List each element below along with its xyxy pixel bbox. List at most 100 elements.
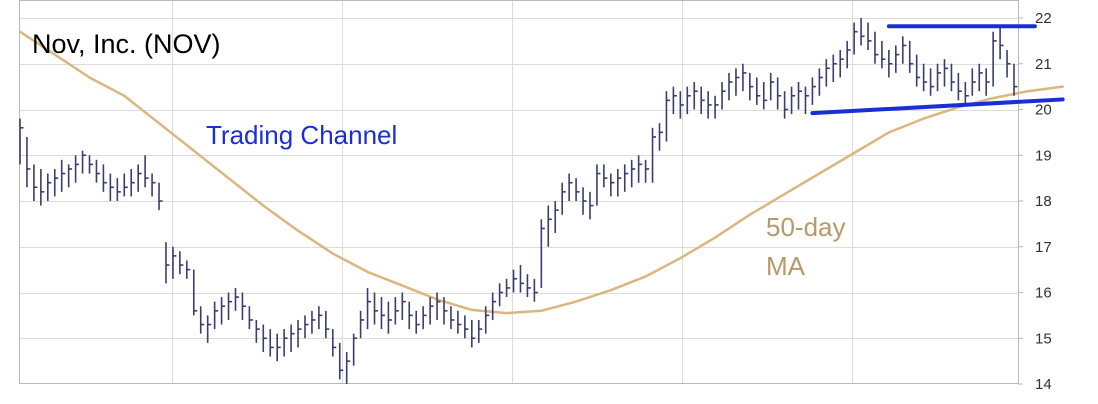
price-bar xyxy=(429,297,434,325)
price-bar xyxy=(999,27,1004,60)
price-bar xyxy=(881,40,886,69)
price-bar xyxy=(40,168,45,206)
price-bar xyxy=(172,246,177,279)
price-bar xyxy=(338,342,344,380)
price-bar xyxy=(756,77,761,105)
price-bar xyxy=(637,155,643,183)
price-bar xyxy=(74,155,80,183)
price-bar xyxy=(853,22,858,55)
price-bar xyxy=(971,68,976,96)
price-bar xyxy=(825,59,830,87)
price-bar xyxy=(596,164,601,206)
price-bar xyxy=(547,205,552,247)
price-bar xyxy=(436,292,441,320)
price-bar xyxy=(464,315,469,339)
price-bar xyxy=(582,187,587,215)
y-tick-label-15: 15 xyxy=(1035,330,1052,347)
price-bar xyxy=(352,333,358,366)
y-tick-label-14: 14 xyxy=(1035,376,1052,393)
price-bar xyxy=(679,91,684,119)
price-bar xyxy=(922,63,928,92)
price-bar xyxy=(255,319,260,343)
price-bar xyxy=(186,260,191,279)
price-bar xyxy=(950,63,955,92)
price-bar xyxy=(936,63,942,92)
price-bar xyxy=(533,278,538,302)
price-bar xyxy=(985,68,990,96)
price-bar xyxy=(672,86,677,115)
price-bar xyxy=(387,301,392,334)
price-bar xyxy=(241,292,246,320)
price-bar xyxy=(603,164,608,188)
price-bar xyxy=(401,292,406,320)
price-bar xyxy=(269,329,274,357)
price-bar xyxy=(783,91,789,119)
price-bar xyxy=(790,86,796,115)
price-bar xyxy=(206,315,212,343)
price-bar xyxy=(262,324,267,352)
price-bar xyxy=(749,72,754,101)
price-bar xyxy=(457,310,462,334)
price-bar xyxy=(804,86,809,115)
y-tick-label-18: 18 xyxy=(1035,193,1052,210)
price-bar xyxy=(992,31,997,87)
price-bar xyxy=(895,45,900,73)
price-bar xyxy=(95,159,100,183)
price-bar xyxy=(888,50,893,78)
price-bar xyxy=(769,72,775,101)
price-bar xyxy=(422,306,427,330)
price-bar xyxy=(554,201,559,234)
price-bar xyxy=(116,178,121,201)
price-bar xyxy=(943,59,948,87)
price-bar xyxy=(908,40,914,73)
annotation-ma: MA xyxy=(766,251,806,281)
price-bar xyxy=(575,178,580,201)
price-bar xyxy=(477,319,483,343)
price-bar xyxy=(67,164,73,188)
price-bar xyxy=(373,292,379,325)
price-bar xyxy=(366,287,372,330)
price-bar xyxy=(839,50,844,78)
grid-lines xyxy=(20,1,1018,383)
price-bar xyxy=(693,82,698,110)
price-bar xyxy=(610,173,615,197)
y-tick-label-22: 22 xyxy=(1035,10,1052,27)
price-bar xyxy=(151,173,156,197)
price-bar xyxy=(630,159,636,188)
price-bar xyxy=(158,182,163,211)
price-bar xyxy=(1006,50,1011,78)
price-bar xyxy=(123,173,128,197)
price-bar xyxy=(811,77,816,105)
price-bar xyxy=(220,297,226,325)
price-bar xyxy=(867,22,872,51)
price-bar xyxy=(978,63,983,92)
price-bar xyxy=(88,155,94,174)
price-bar xyxy=(728,72,733,101)
price-bar xyxy=(165,242,170,284)
price-bar xyxy=(380,297,385,330)
price-bar xyxy=(714,95,719,119)
price-bar xyxy=(102,164,107,192)
price-bar xyxy=(964,82,969,105)
price-bar xyxy=(179,251,184,275)
price-bar xyxy=(415,310,420,334)
price-bar xyxy=(526,274,531,298)
price-bar xyxy=(408,301,413,330)
price-bar xyxy=(616,168,622,197)
price-bar xyxy=(707,91,712,119)
price-bar xyxy=(589,191,594,220)
price-bar xyxy=(450,306,455,330)
price-bar xyxy=(498,283,504,307)
y-tick-label-20: 20 xyxy=(1035,102,1052,119)
price-bar xyxy=(144,155,149,188)
price-bar xyxy=(19,118,24,165)
price-bar xyxy=(561,182,566,215)
price-bar xyxy=(818,68,823,96)
annotation-trading-channel: Trading Channel xyxy=(206,120,397,150)
price-bar xyxy=(491,292,497,320)
price-bar xyxy=(248,306,253,330)
price-bar xyxy=(623,164,629,192)
price-bar xyxy=(443,297,448,325)
price-bar xyxy=(721,82,726,110)
